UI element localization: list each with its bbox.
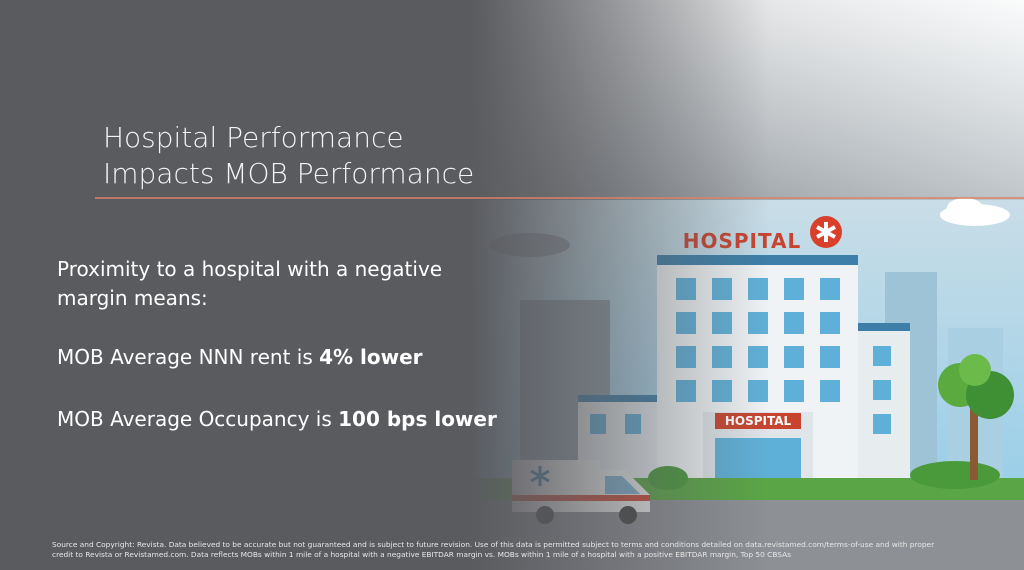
window [873, 346, 891, 366]
tree-trunk [970, 400, 978, 480]
tree-leaves [959, 354, 991, 386]
window [820, 312, 840, 334]
window [784, 380, 804, 402]
window [784, 346, 804, 368]
cloud [947, 198, 983, 218]
window [784, 312, 804, 334]
window [873, 414, 891, 434]
statement-text: MOB Average Occupancy is [57, 407, 339, 431]
statement-text: MOB Average NNN rent is [57, 345, 320, 369]
window [820, 346, 840, 368]
intro: Proximity to a hospital with a negative … [57, 257, 443, 310]
window [873, 380, 891, 400]
cross [816, 222, 836, 242]
bush [910, 461, 1000, 489]
title-line: Hospital Performance [103, 121, 404, 154]
annex-roof [857, 323, 910, 331]
statement: MOB Average Occupancy is 100 bps lower [57, 407, 497, 431]
footer: Source and Copyright: Revista. Data beli… [52, 540, 935, 559]
window [820, 278, 840, 300]
title-line: Impacts MOB Performance [103, 157, 475, 190]
statement: MOB Average NNN rent is 4% lower [57, 345, 423, 369]
statement-bold: 4% lower [319, 345, 423, 369]
window [820, 380, 840, 402]
window [784, 278, 804, 300]
fade [470, 0, 770, 570]
statement-bold: 100 bps lower [338, 407, 497, 431]
title: Hospital Performance Impacts MOB Perform… [103, 120, 474, 192]
